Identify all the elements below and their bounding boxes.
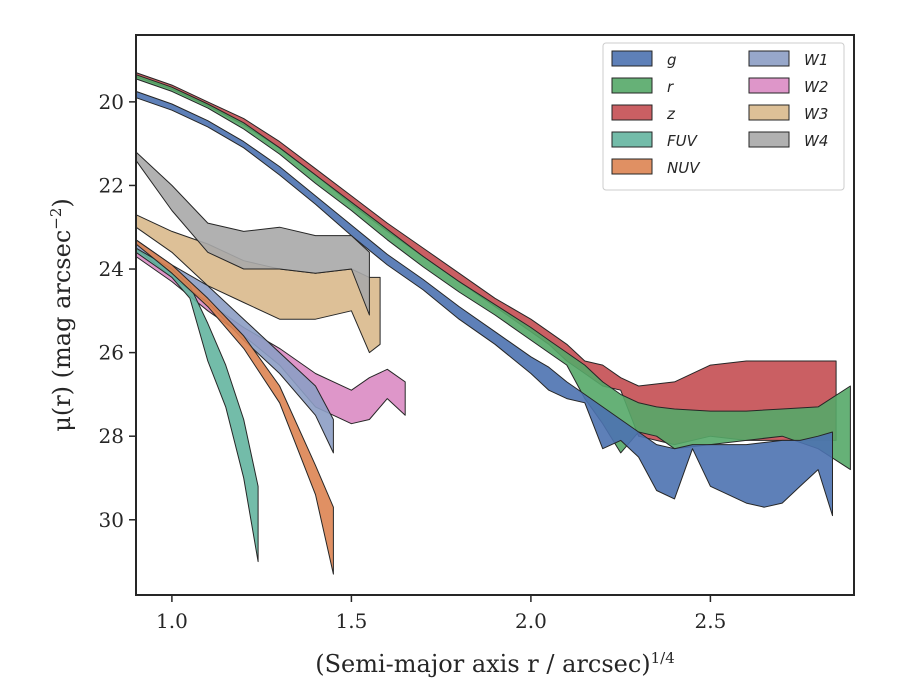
y-axis-title: μ(r) (mag arcsec−2) [47, 198, 76, 432]
legend-swatch-NUV [611, 158, 653, 175]
y-tick-label: 24 [99, 257, 124, 281]
x-tick-label: 2.5 [694, 609, 726, 633]
legend-label-W4: W4 [804, 132, 828, 150]
legend-label-W2: W2 [804, 78, 828, 96]
legend-swatch-g [611, 50, 653, 67]
x-tick-label: 2.0 [515, 609, 547, 633]
x-tick-label: 1.0 [156, 609, 188, 633]
legend-label-W3: W3 [804, 105, 828, 123]
legend-label-W1: W1 [804, 51, 828, 69]
legend-label-r: r [667, 78, 674, 96]
y-tick-label: 28 [99, 424, 124, 448]
band-g [135, 90, 833, 517]
legend-label-NUV: NUV [667, 159, 701, 177]
band-W4 [135, 151, 370, 316]
legend-swatch-FUV [611, 131, 653, 148]
y-tick-label: 30 [99, 508, 124, 532]
x-axis-title: (Semi-major axis r / arcsec)1/4 [315, 649, 675, 678]
x-axis: 1.0 1.5 2.0 2.5 [156, 595, 726, 633]
y-tick-label: 20 [99, 90, 124, 114]
legend-label-z: z [666, 105, 676, 123]
x-axis-title-superscript: 1/4 [651, 649, 675, 667]
y-tick-label: 26 [99, 341, 124, 365]
legend-swatch-W4 [748, 131, 790, 148]
plot-frame [135, 34, 855, 596]
y-axis: 20 22 24 26 28 30 [99, 90, 136, 532]
bands-layer [135, 72, 851, 575]
legend-swatch-W1 [748, 50, 790, 67]
band-r [135, 74, 851, 471]
legend-swatch-r [611, 77, 653, 94]
legend-swatch-W2 [748, 77, 790, 94]
legend-swatch-W3 [748, 104, 790, 121]
legend: grz FUV NUV W1 W2 W3 W4 [602, 42, 845, 191]
band-FUV [135, 247, 259, 563]
legend-label-FUV: FUV [667, 132, 699, 150]
x-tick-label: 1.5 [335, 609, 367, 633]
y-tick-label: 22 [99, 173, 124, 197]
legend-label-g: g [667, 51, 677, 69]
y-axis-title-superscript: −2 [47, 208, 65, 230]
band-NUV [135, 239, 334, 575]
legend-swatch-z [611, 104, 653, 121]
